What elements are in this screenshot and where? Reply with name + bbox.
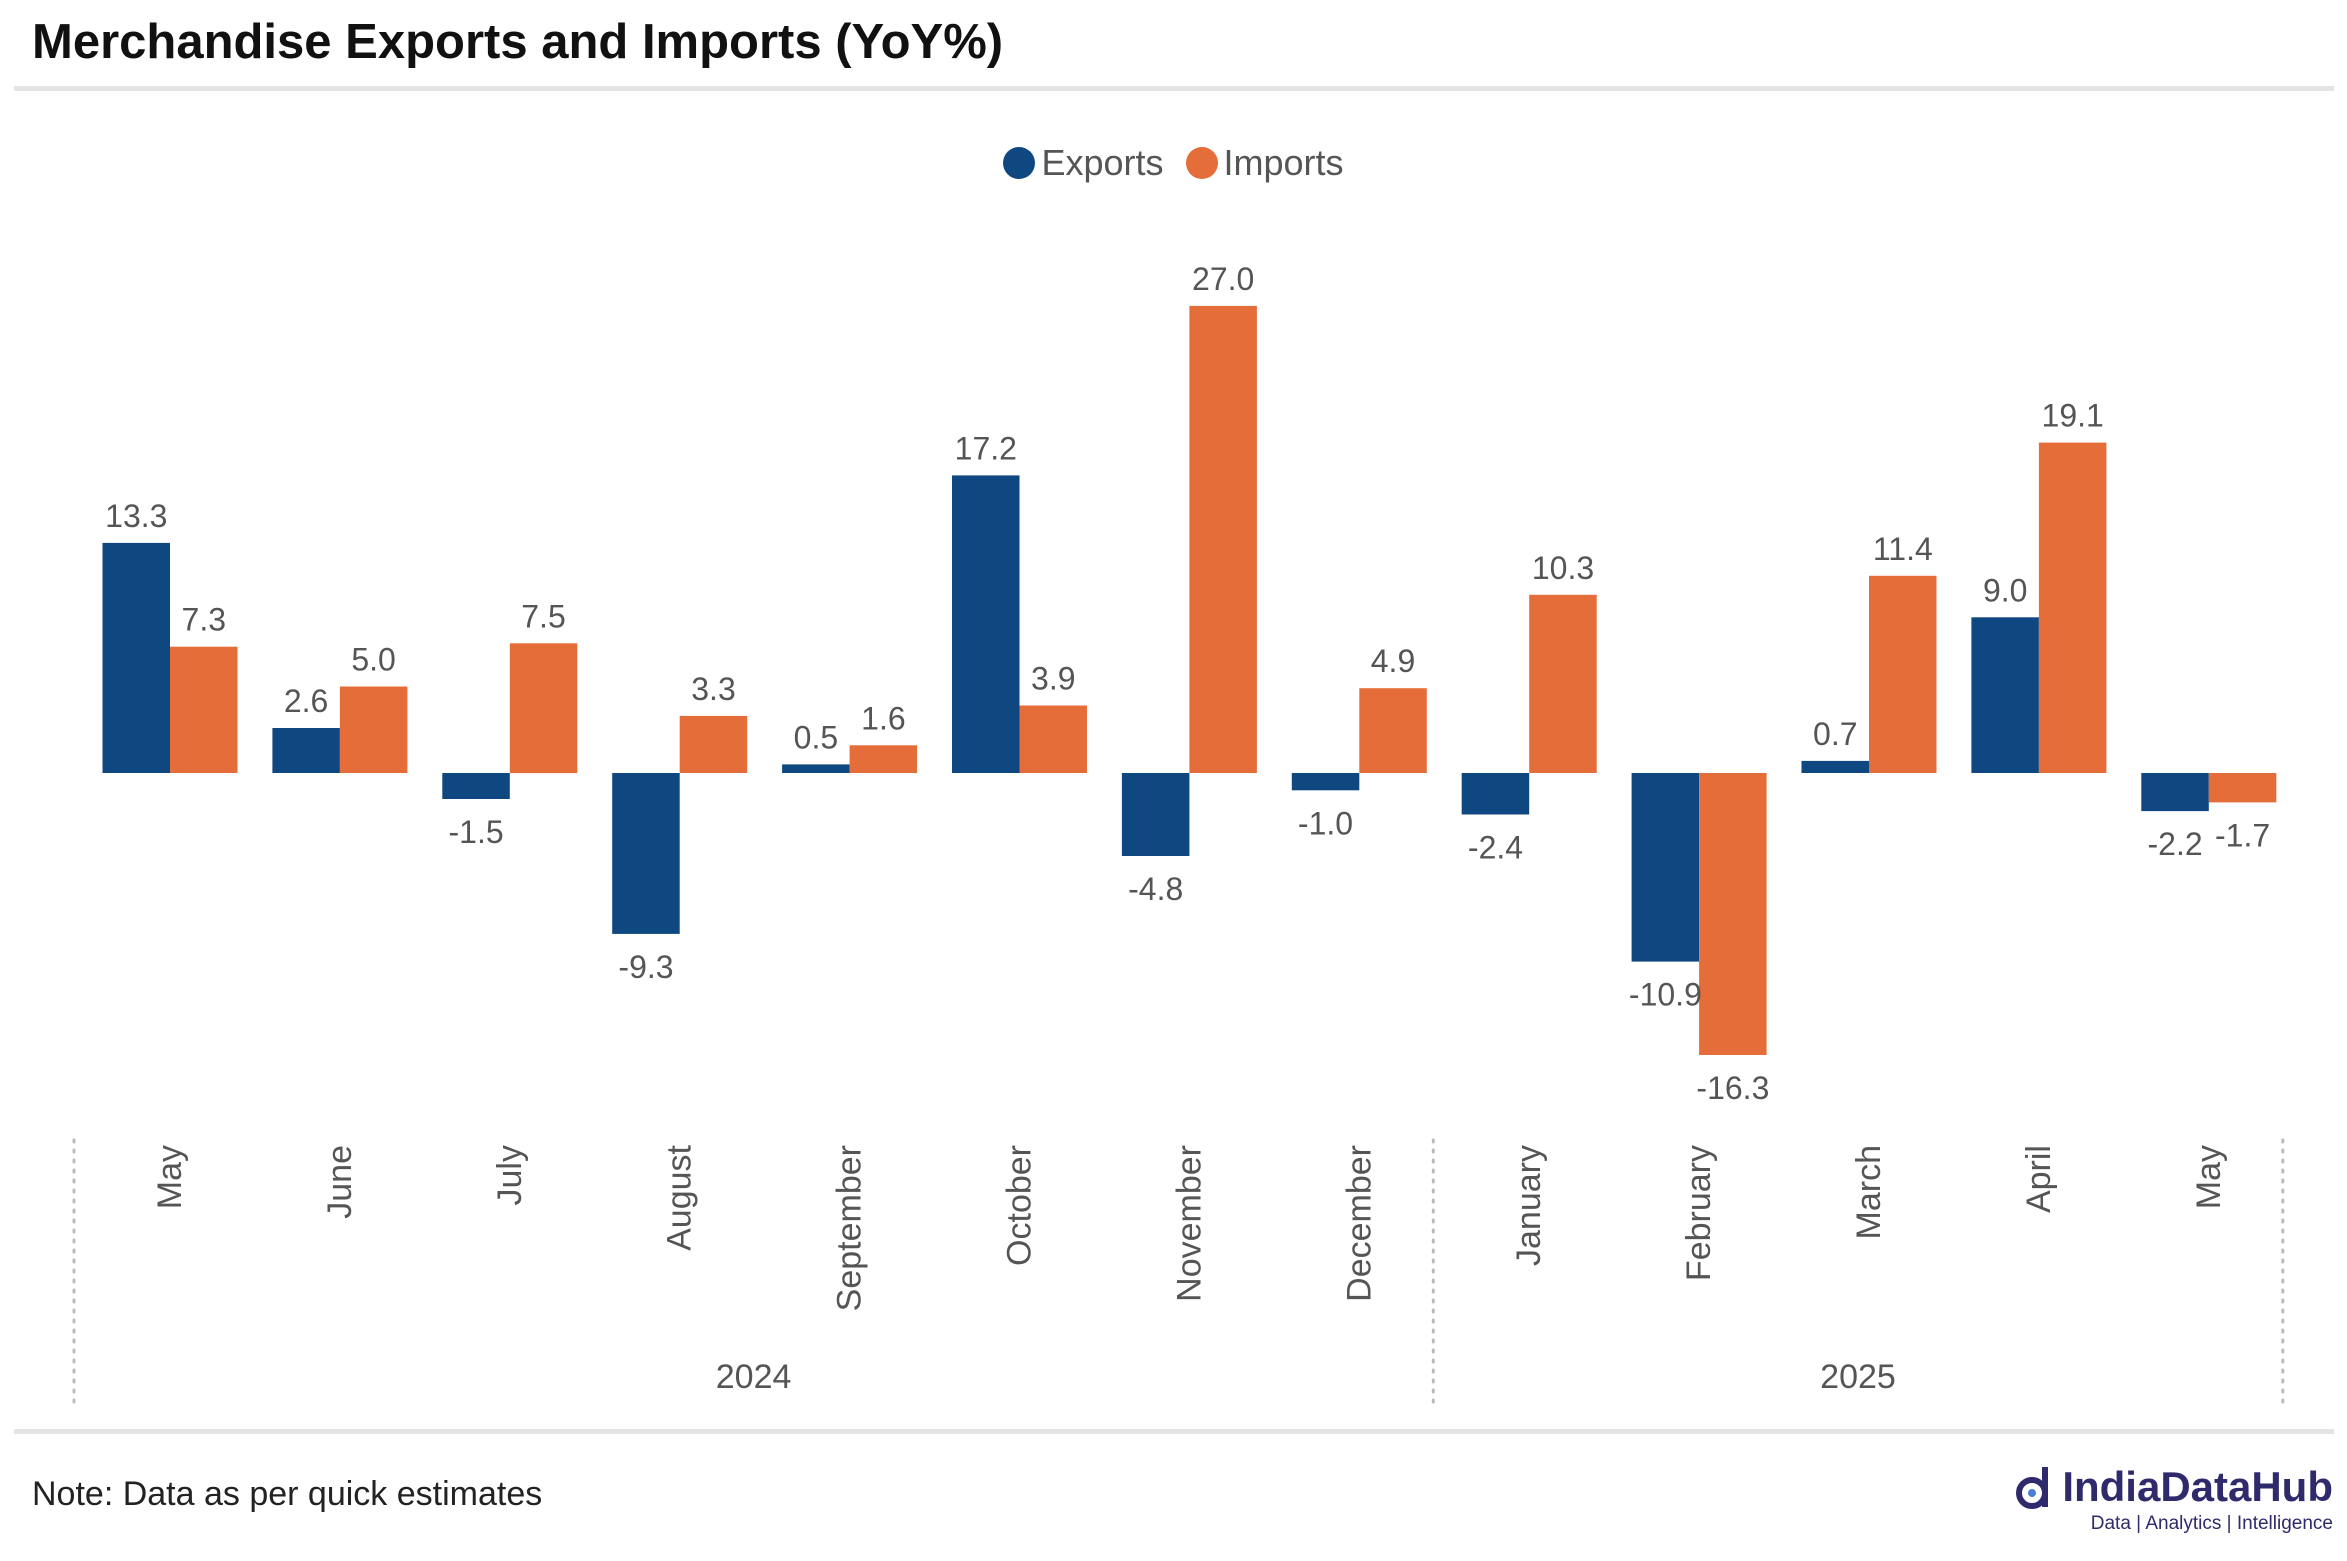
data-label-exports-7: -1.0: [1298, 805, 1353, 841]
footnote: Note: Data as per quick estimates: [32, 1475, 543, 1513]
bar-imports-march-10: [1869, 575, 1937, 773]
footer-divider: [14, 1429, 2334, 1434]
chart-legend: Exports Imports: [0, 142, 2347, 184]
bar-imports-september-4: [849, 745, 918, 773]
bar-exports-september-4: [782, 764, 850, 773]
data-label-imports-3: 3.3: [691, 671, 735, 707]
bar-imports-december-7: [1359, 688, 1427, 773]
data-label-exports-6: -4.8: [1128, 871, 1183, 907]
x-tick-label-february-9: February: [1680, 1145, 1718, 1281]
brand-name: IndiaDataHub: [2062, 1463, 2333, 1510]
bar-exports-february-9: [1631, 773, 1700, 962]
brand-block: IndiaDataHub Data | Analytics | Intellig…: [2014, 1463, 2333, 1535]
legend-item-exports[interactable]: Exports: [1003, 142, 1164, 184]
x-tick-label-may-12: May: [2190, 1145, 2228, 1209]
data-label-exports-11: 9.0: [1983, 572, 2027, 608]
data-label-imports-7: 4.9: [1371, 643, 1415, 679]
data-label-exports-9: -10.9: [1629, 977, 1702, 1013]
x-tick-label-june-1: June: [321, 1145, 359, 1219]
bar-imports-october-5: [1019, 705, 1087, 773]
data-label-imports-12: -1.7: [2215, 817, 2270, 853]
bar-imports-february-9: [1699, 773, 1767, 1055]
bar-exports-january-8: [1461, 773, 1530, 815]
indiadatahub-logo-icon: [2016, 1467, 2049, 1509]
x-tick-label-august-3: August: [661, 1144, 699, 1250]
data-label-imports-0: 7.3: [182, 602, 226, 638]
x-tick-label-july-2: July: [491, 1145, 529, 1205]
legend-item-imports[interactable]: Imports: [1185, 142, 1344, 184]
bar-exports-august-3: [612, 773, 680, 934]
bar-imports-june-1: [339, 686, 408, 773]
title-divider: [14, 86, 2334, 91]
x-tick-label-january-8: January: [1510, 1145, 1548, 1266]
bar-exports-december-7: [1291, 773, 1360, 791]
bar-exports-march-10: [1801, 760, 1869, 773]
legend-swatch-imports: [1185, 147, 1218, 179]
x-tick-label-march-10: March: [1850, 1145, 1888, 1239]
data-label-exports-0: 13.3: [105, 498, 167, 534]
x-tick-label-october-5: October: [1001, 1145, 1039, 1266]
data-labels-group: 13.3 7.3 2.6 5.0 -1.5 7.5 -9.3 3.3 0.5 1.6 17.2 3.9…: [105, 261, 2270, 1106]
bar-exports-april-11: [1971, 617, 2039, 773]
data-label-exports-10: 0.7: [1813, 716, 1857, 752]
brand-tagline: Data | Analytics | Intelligence: [2090, 1513, 2333, 1534]
bar-imports-november-6: [1189, 305, 1257, 773]
bar-exports-october-5: [952, 475, 1020, 773]
x-tick-label-november-6: November: [1170, 1145, 1208, 1302]
bars-group: [102, 305, 2277, 1055]
x-tick-label-may-0: May: [151, 1145, 189, 1209]
data-label-imports-2: 7.5: [521, 598, 565, 634]
x-group-label-2025: 2025: [1820, 1358, 1896, 1396]
x-tick-label-april-11: April: [2020, 1145, 2058, 1213]
bar-exports-june-1: [272, 728, 340, 773]
data-label-imports-8: 10.3: [1532, 550, 1594, 586]
data-label-imports-11: 19.1: [2042, 398, 2104, 434]
bar-exports-july-2: [442, 773, 510, 799]
data-label-imports-9: -16.3: [1696, 1070, 1769, 1106]
legend-label-exports: Exports: [1041, 142, 1164, 183]
bar-imports-april-11: [2038, 442, 2107, 773]
data-label-imports-1: 5.0: [351, 642, 395, 678]
data-label-imports-6: 27.0: [1192, 261, 1254, 297]
bar-chart: 13.3 7.3 2.6 5.0 -1.5 7.5 -9.3 3.3 0.5 1.6 17.2 3.9…: [72, 261, 2285, 1412]
x-tick-label-september-4: September: [831, 1145, 869, 1311]
bar-exports-november-6: [1121, 773, 1190, 856]
data-label-exports-5: 17.2: [955, 430, 1017, 466]
data-label-exports-2: -1.5: [449, 814, 504, 850]
data-label-imports-5: 3.9: [1031, 661, 1075, 697]
x-axis-year-groups: 2024 2025: [72, 1138, 2285, 1412]
legend-label-imports: Imports: [1223, 142, 1344, 183]
chart-title: Merchandise Exports and Imports (YoY%): [32, 15, 1004, 69]
data-label-exports-4: 0.5: [794, 719, 838, 755]
data-label-exports-8: -2.4: [1468, 830, 1523, 866]
bar-imports-january-8: [1529, 594, 1597, 773]
bar-imports-august-3: [679, 715, 748, 773]
x-axis-tick-labels: May June July August September October Novembe…: [151, 1144, 2228, 1311]
data-label-exports-12: -2.2: [2148, 826, 2203, 862]
bar-imports-may-0: [170, 646, 238, 773]
data-label-exports-1: 2.6: [284, 683, 328, 719]
data-label-imports-10: 11.4: [1873, 531, 1933, 567]
bar-imports-july-2: [509, 643, 578, 774]
bar-exports-may-12: [2141, 773, 2209, 812]
bar-imports-may-12: [2208, 773, 2277, 803]
legend-swatch-exports: [1003, 147, 1036, 179]
bar-exports-may-0: [102, 542, 170, 773]
x-tick-label-december-7: December: [1340, 1145, 1378, 1302]
data-label-imports-4: 1.6: [861, 700, 905, 736]
data-label-exports-3: -9.3: [618, 949, 673, 985]
x-group-label-2024: 2024: [716, 1358, 792, 1396]
